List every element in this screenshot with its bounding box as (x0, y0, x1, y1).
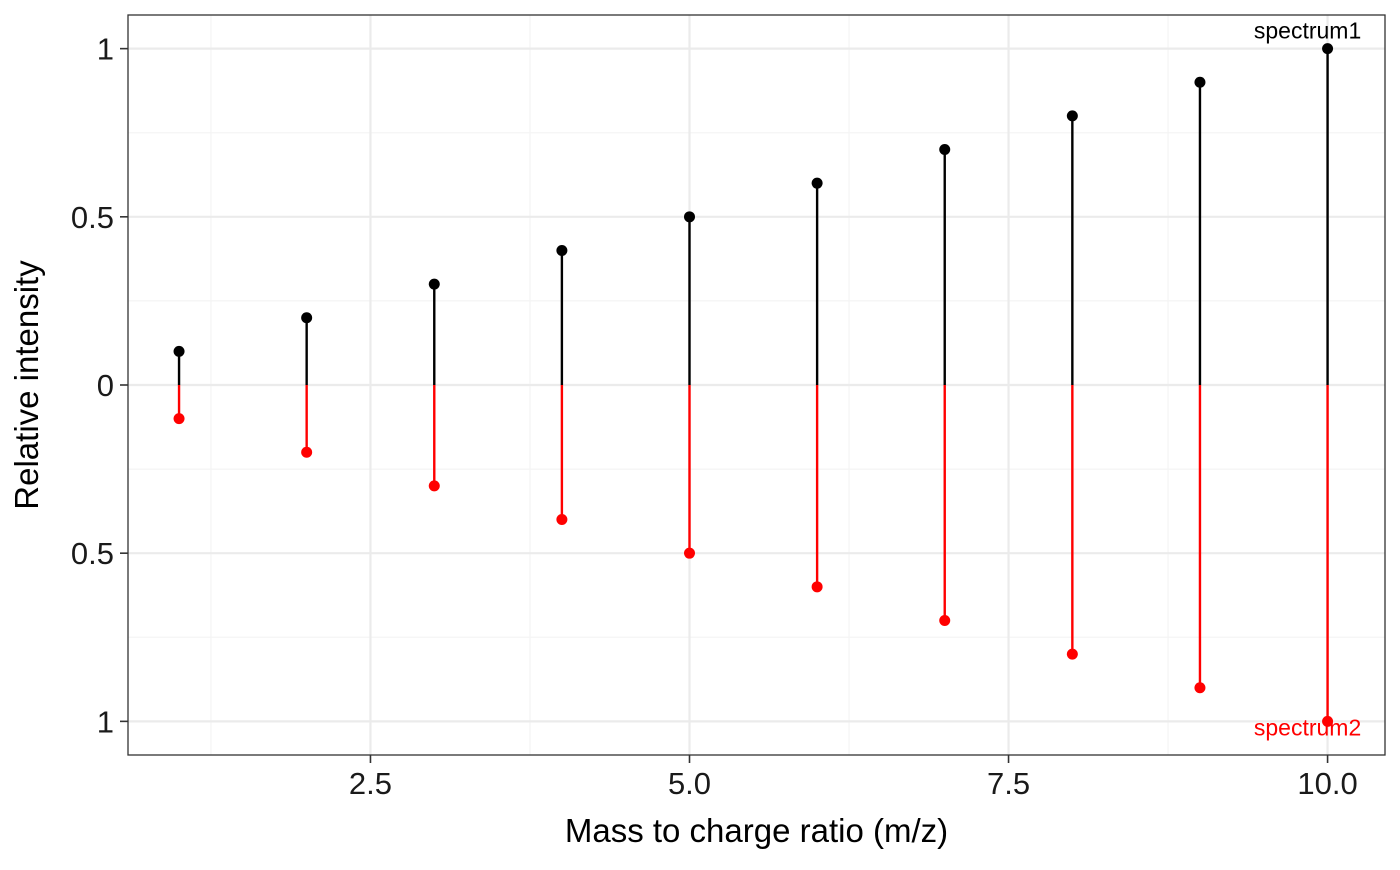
point-spectrum2-8 (1066, 648, 1078, 660)
point-spectrum1-8 (1066, 110, 1078, 122)
y-tick-label: 0 (97, 368, 114, 403)
point-spectrum2-10 (1322, 715, 1334, 727)
points-layer (173, 43, 1334, 727)
point-spectrum1-3 (428, 278, 440, 290)
point-spectrum1-4 (556, 244, 568, 256)
axis-ticks-layer: 2.5 5.0 7.5 10.0 1 0.5 0 0.5 1 (71, 32, 1358, 801)
y-axis-title: Relative intensity (8, 260, 45, 510)
point-spectrum1-10 (1322, 43, 1334, 55)
grid-layer (128, 15, 1385, 755)
point-spectrum1-1 (173, 345, 185, 357)
y-tick-label: 0.5 (71, 536, 114, 571)
point-spectrum2-4 (556, 514, 568, 526)
series-label-spectrum1: spectrum1 (1254, 18, 1361, 44)
point-spectrum1-6 (811, 177, 823, 189)
stems-layer (177, 48, 1329, 722)
point-spectrum1-2 (301, 312, 313, 324)
point-spectrum2-5 (684, 547, 696, 559)
y-tick-label: 0.5 (71, 200, 114, 235)
x-tick-label: 10.0 (1297, 766, 1357, 801)
point-spectrum2-7 (939, 614, 951, 626)
point-spectrum2-6 (811, 581, 823, 593)
point-spectrum1-7 (939, 144, 951, 156)
series-label-spectrum2: spectrum2 (1254, 714, 1361, 740)
point-spectrum2-1 (173, 413, 185, 425)
x-axis-title: Mass to charge ratio (m/z) (565, 812, 948, 849)
x-tick-label: 2.5 (349, 766, 392, 801)
point-spectrum2-9 (1194, 682, 1206, 694)
y-tick-label: 1 (97, 704, 114, 739)
x-tick-label: 7.5 (987, 766, 1030, 801)
y-tick-label: 1 (97, 32, 114, 67)
point-spectrum1-9 (1194, 76, 1206, 88)
point-spectrum1-5 (684, 211, 696, 223)
point-spectrum2-3 (428, 480, 440, 492)
x-tick-label: 5.0 (668, 766, 711, 801)
point-spectrum2-2 (301, 446, 313, 458)
